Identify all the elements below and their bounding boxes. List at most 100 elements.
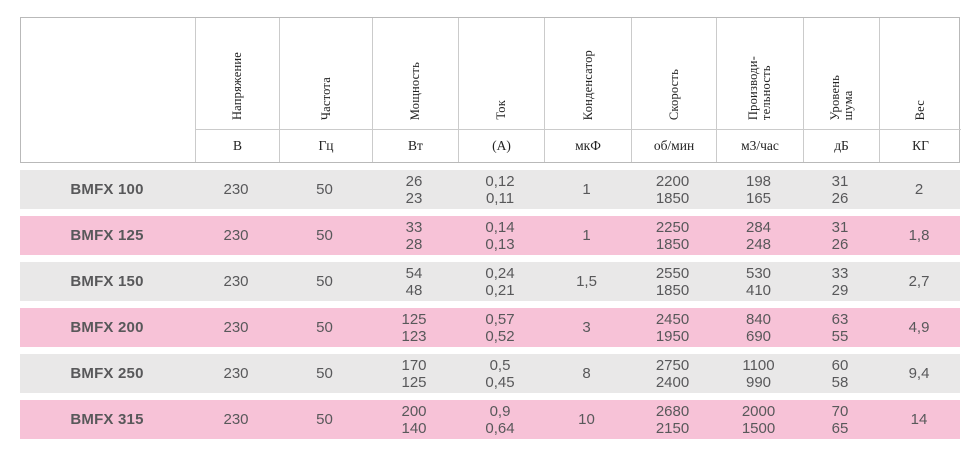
value-cell: 230: [223, 365, 249, 382]
value-cell: 0,9 0,64: [485, 402, 515, 437]
value-cell: 1: [582, 227, 591, 244]
value-cell: 50: [316, 365, 333, 382]
value-cell: 230: [223, 411, 249, 428]
column-unit: дБ: [804, 129, 879, 162]
column-label-cell: Ток: [459, 18, 544, 129]
value-cell: 8: [582, 365, 591, 382]
column-unit: КГ: [880, 129, 961, 162]
model-name: BMFX 315: [70, 411, 144, 428]
value-cell: 230: [223, 319, 249, 336]
table-row: BMFX 315 230 50 200 140 0,9 0,64 10 2680 2150 2…: [20, 400, 960, 439]
column-label-cell: Уровень шума: [804, 18, 879, 129]
value-cell: 50: [316, 273, 333, 290]
value-cell: 31 26: [831, 218, 849, 253]
value-cell: 530 410: [745, 264, 772, 299]
value-cell: 50: [316, 227, 333, 244]
value-cell: 50: [316, 319, 333, 336]
value-cell: 2550 1850: [655, 264, 690, 299]
column-label: Скорость: [666, 68, 681, 120]
column-label: Напряжение: [230, 51, 244, 120]
value-cell: 230: [223, 273, 249, 290]
value-cell: 2680 2150: [655, 402, 690, 437]
value-cell: 50: [316, 411, 333, 428]
value-cell: 33 28: [405, 218, 423, 253]
value-cell: 60 58: [831, 356, 849, 391]
table-row: BMFX 150 230 50 54 48 0,24 0,21 1,5 2550 1850 5…: [20, 262, 960, 301]
column-label: Уровень шума: [827, 74, 855, 120]
model-name: BMFX 150: [70, 273, 144, 290]
column-unit: м3/час: [717, 129, 803, 162]
value-cell: 170 125: [401, 356, 427, 391]
value-cell: 26 23: [405, 172, 423, 207]
value-cell: 230: [223, 227, 249, 244]
table-row: BMFX 125 230 50 33 28 0,14 0,13 1 2250 1850 284…: [20, 216, 960, 255]
value-cell: 1,5: [576, 273, 597, 290]
model-name: BMFX 125: [70, 227, 144, 244]
value-cell: 9,4: [908, 365, 930, 382]
column-unit: В: [196, 129, 279, 162]
spec-table-body: BMFX 100 230 50 26 23 0,12 0,11 1 2200 1850 198…: [20, 170, 960, 446]
value-cell: 70 65: [831, 402, 849, 437]
column-unit: Гц: [280, 129, 372, 162]
column-label-cell: Вес: [880, 18, 961, 129]
value-cell: 2000 1500: [741, 402, 776, 437]
column-header-2: Частота Гц: [279, 18, 372, 162]
value-cell: 10: [578, 411, 595, 428]
column-label: Частота: [318, 76, 333, 120]
value-cell: 2: [914, 181, 924, 198]
table-row: BMFX 250 230 50 170 125 0,5 0,45 8 2750 2400 11…: [20, 354, 960, 393]
column-unit: Вт: [373, 129, 458, 162]
value-cell: 840 690: [745, 310, 772, 345]
value-cell: 1,8: [908, 227, 930, 244]
column-header-5: Конденсатор мкФ: [544, 18, 631, 162]
column-header-3: Мощность Вт: [372, 18, 458, 162]
value-cell: 198 165: [745, 172, 772, 207]
value-cell: 1: [582, 181, 591, 198]
model-name: BMFX 100: [70, 181, 144, 198]
value-cell: 0,14 0,13: [485, 218, 515, 253]
column-label: Мощность: [408, 61, 422, 120]
value-cell: 50: [316, 181, 333, 198]
column-header-4: Ток (А): [458, 18, 544, 162]
value-cell: 31 26: [831, 172, 849, 207]
column-header-8: Уровень шума дБ: [803, 18, 879, 162]
column-unit: (А): [459, 129, 544, 162]
model-header-cell: [21, 18, 195, 162]
model-name: BMFX 200: [70, 319, 144, 336]
value-cell: 33 29: [831, 264, 849, 299]
value-cell: 2750 2400: [655, 356, 690, 391]
model-name: BMFX 250: [70, 365, 144, 382]
value-cell: 230: [223, 181, 249, 198]
value-cell: 0,57 0,52: [485, 310, 515, 345]
value-cell: 2250 1850: [655, 218, 690, 253]
column-label-cell: Частота: [280, 18, 372, 129]
value-cell: 0,24 0,21: [485, 264, 515, 299]
value-cell: 284 248: [745, 218, 772, 253]
value-cell: 1100 990: [742, 356, 775, 391]
value-cell: 125 123: [401, 310, 427, 345]
value-cell: 54 48: [405, 264, 423, 299]
spec-table-header: Напряжение В Частота Гц Мощность Вт Ток (А) Конд…: [20, 17, 961, 163]
column-label-cell: Мощность: [373, 18, 458, 129]
column-header-1: Напряжение В: [195, 18, 279, 162]
column-label-cell: Конденсатор: [545, 18, 631, 129]
table-row: BMFX 200 230 50 125 123 0,57 0,52 3 2450 1950 8…: [20, 308, 960, 347]
value-cell: 3: [582, 319, 591, 336]
column-label-cell: Скорость: [632, 18, 716, 129]
value-cell: 200 140: [401, 402, 427, 437]
column-header-7: Производи- тельность м3/час: [716, 18, 803, 162]
value-cell: 4,9: [908, 319, 930, 336]
column-label-cell: Производи- тельность: [717, 18, 803, 129]
column-label-cell: Напряжение: [196, 18, 279, 129]
column-header-6: Скорость об/мин: [631, 18, 716, 162]
value-cell: 2,7: [908, 273, 930, 290]
value-cell: 14: [910, 411, 928, 428]
value-cell: 2450 1950: [655, 310, 690, 345]
column-label: Ток: [494, 100, 508, 120]
column-header-9: Вес КГ: [879, 18, 961, 162]
table-row: BMFX 100 230 50 26 23 0,12 0,11 1 2200 1850 198…: [20, 170, 960, 209]
column-label: Производи- тельность: [746, 55, 773, 120]
value-cell: 0,12 0,11: [485, 172, 515, 207]
value-cell: 2200 1850: [655, 172, 690, 207]
